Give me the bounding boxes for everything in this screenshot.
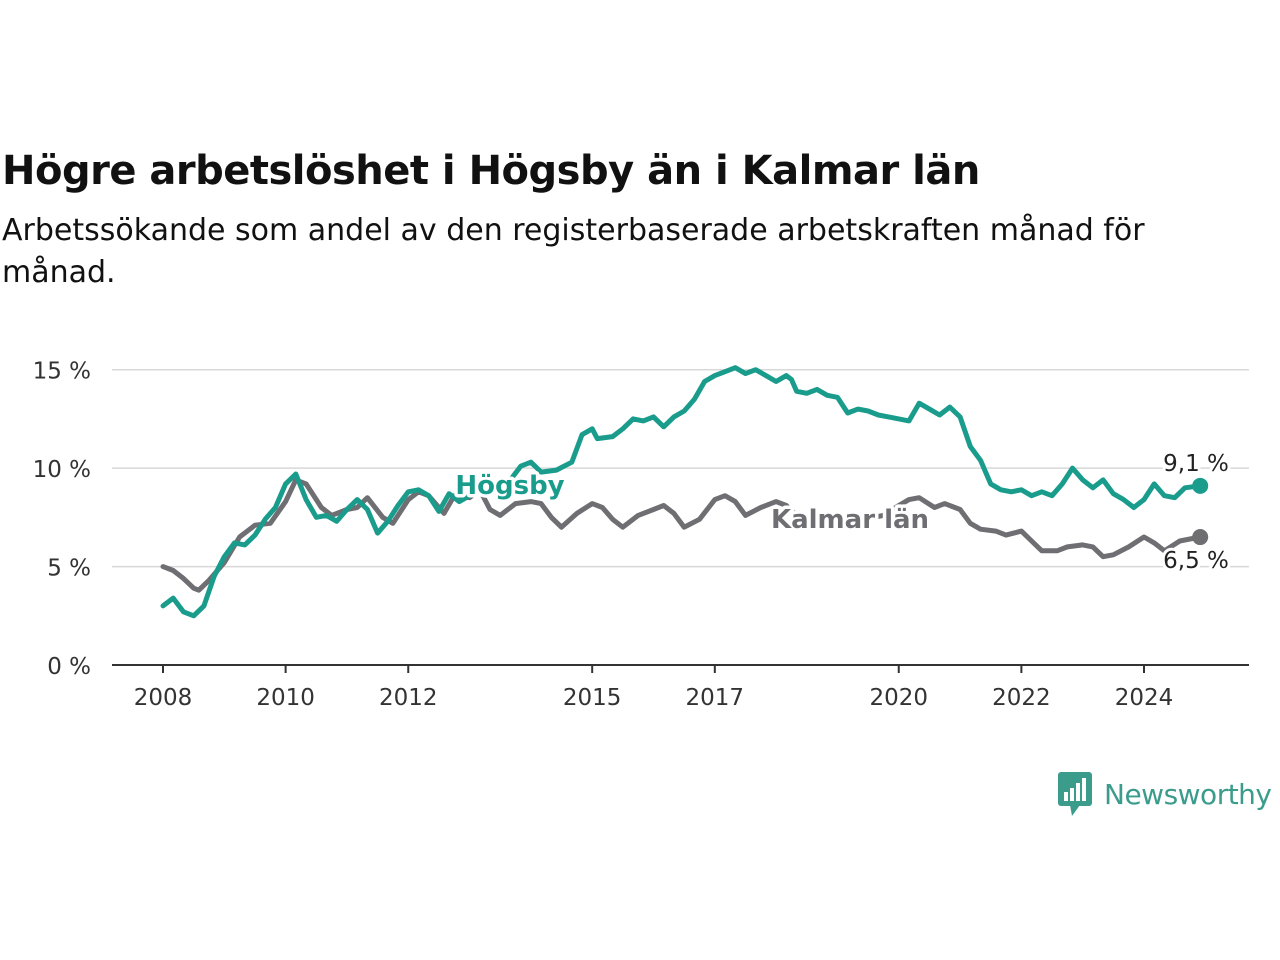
end-value-label: 9,1 % xyxy=(1163,451,1229,477)
x-tick-label: 2010 xyxy=(256,685,315,711)
x-tick-label: 2020 xyxy=(869,685,928,711)
series-endpoint xyxy=(1192,477,1209,494)
x-tick-label: 2024 xyxy=(1115,685,1174,711)
chart-title: Högre arbetslöshet i Högsby än i Kalmar … xyxy=(2,148,980,194)
line-chart: 0 % 5 % 10 % 15 % 2008 2010 2012 2015 2017 2020 20… xyxy=(33,359,1249,711)
x-tick-label: 2022 xyxy=(992,685,1051,711)
x-tick-label: 2008 xyxy=(134,685,193,711)
y-tick-label: 15 % xyxy=(33,359,91,385)
bar-chart-speech-bubble-icon xyxy=(1058,772,1092,816)
y-tick-label: 10 % xyxy=(33,457,91,483)
x-tick-label: 2012 xyxy=(379,685,438,711)
brand-logo: Newsworthy xyxy=(1058,772,1272,816)
y-tick-label: 5 % xyxy=(47,556,91,582)
brand-name: Newsworthy xyxy=(1104,777,1272,811)
series-endpoint xyxy=(1192,529,1209,546)
series-line xyxy=(160,365,1203,619)
end-value-label: 6,5 % xyxy=(1163,548,1229,574)
series-line xyxy=(160,477,1203,593)
series-label: Högsby xyxy=(455,471,564,501)
x-tick-label: 2015 xyxy=(563,685,622,711)
x-tick-label: 2017 xyxy=(686,685,745,711)
series-label: Kalmar län xyxy=(771,505,929,535)
y-tick-label: 0 % xyxy=(47,654,91,680)
chart-subtitle: Arbetssökande som andel av den registerb… xyxy=(2,213,1145,290)
